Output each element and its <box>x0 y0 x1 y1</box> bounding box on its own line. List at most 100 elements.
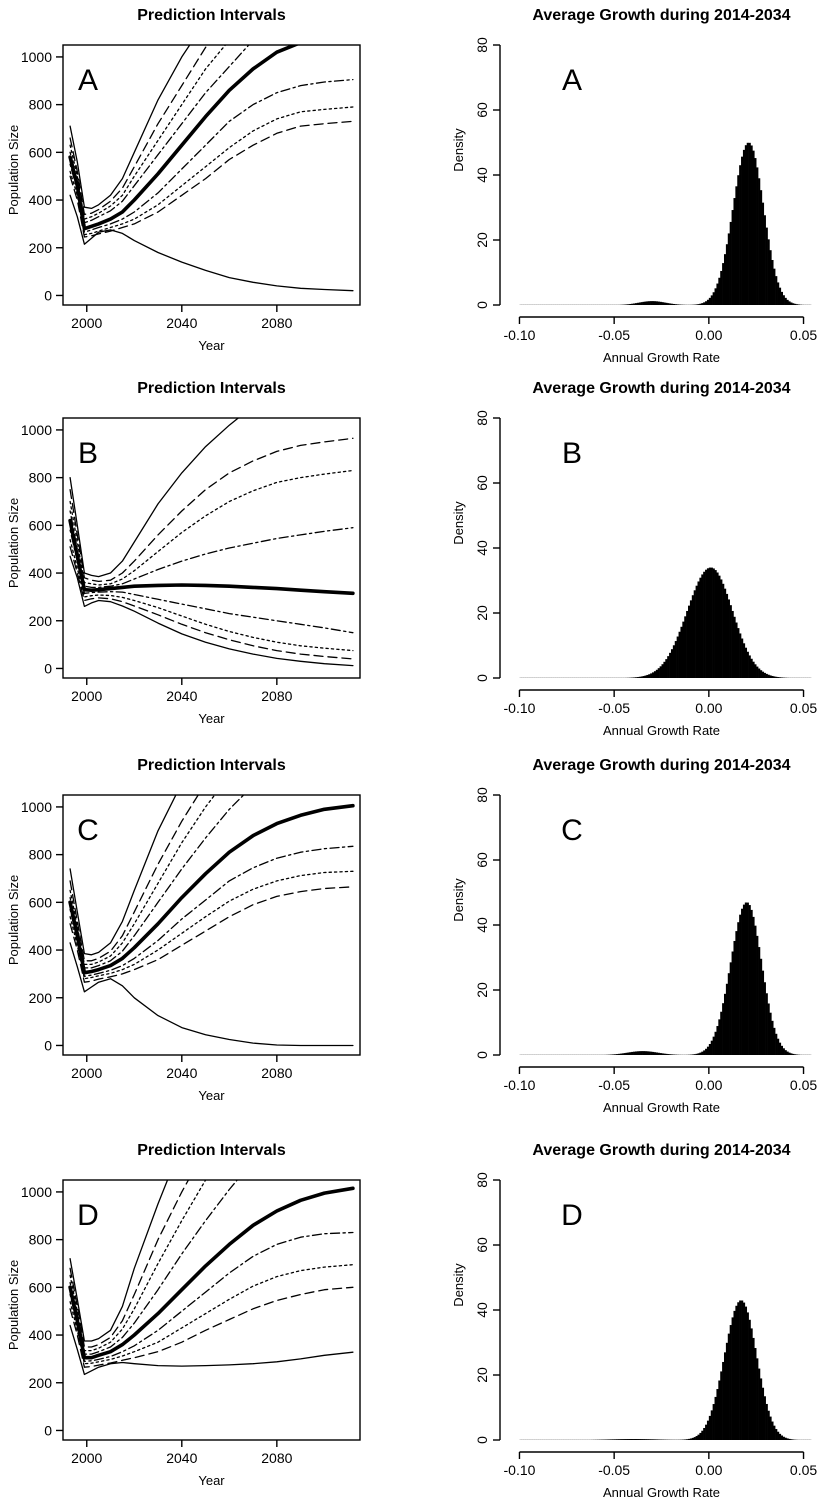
histogram-bar <box>784 1050 787 1055</box>
histogram-bar <box>729 221 732 305</box>
histogram-bar <box>669 652 672 678</box>
histogram-bar <box>650 673 653 678</box>
histogram-bar <box>718 1019 721 1055</box>
y-axis-label: Density <box>451 878 466 922</box>
histogram-bar <box>616 1054 619 1055</box>
histogram-bar <box>642 1051 645 1055</box>
data-layer <box>519 142 812 305</box>
histogram-bar <box>729 962 732 1055</box>
axes: -0.10 -0.05 0.00 0.05 0 20 40 60 80 <box>474 37 817 343</box>
panel-label: A <box>78 64 98 97</box>
histogram-bar <box>695 585 698 678</box>
histogram-bar <box>769 250 772 305</box>
x-tick-label: -0.05 <box>598 1077 630 1093</box>
chart-title: Average Growth during 2014-2034 <box>532 1142 790 1159</box>
histogram-bar <box>623 1053 626 1055</box>
y-tick-label: 40 <box>474 1302 490 1318</box>
histogram-bar <box>640 676 643 678</box>
histogram-bar <box>636 302 640 305</box>
y-tick-label: 1000 <box>21 49 52 65</box>
histogram-bar <box>634 1051 638 1055</box>
y-tick-label: 80 <box>474 787 490 803</box>
histogram-bar <box>727 599 730 678</box>
histogram-bar <box>725 244 729 305</box>
histogram-bar <box>672 645 676 678</box>
histogram-bar <box>710 1410 713 1440</box>
histogram-bar <box>780 1435 783 1440</box>
histogram-bar <box>648 1051 651 1055</box>
data-layer <box>68 45 354 292</box>
histogram-bar <box>667 656 670 678</box>
interval-line-solid-8 <box>69 555 354 667</box>
y-tick-label: 600 <box>29 894 53 910</box>
interval-line-dashed-7 <box>69 886 354 983</box>
histogram-bar <box>750 658 753 678</box>
x-tick-label: 2040 <box>166 315 197 331</box>
histogram-bar <box>731 951 734 1055</box>
histogram-bar <box>708 1044 712 1055</box>
histogram-bar <box>718 575 721 678</box>
histogram-bar <box>663 1053 666 1055</box>
y-axis-label: Density <box>451 128 466 172</box>
histogram-bar <box>693 590 696 678</box>
x-axis-label: Year <box>198 711 225 726</box>
histogram-bar <box>761 202 765 305</box>
histogram-bar <box>653 1052 657 1055</box>
histogram-bar <box>720 1011 723 1055</box>
histogram-bar <box>720 1371 723 1440</box>
histogram-bar <box>786 299 789 305</box>
histogram-bar <box>648 674 651 678</box>
histogram-bar <box>763 982 766 1055</box>
histogram-bar <box>746 651 749 678</box>
histogram-bar <box>778 1433 782 1440</box>
histogram-bar <box>756 666 759 678</box>
histogram-bar <box>735 622 738 678</box>
x-axis-label: Annual Growth Rate <box>603 1485 720 1498</box>
histogram-bar <box>655 669 659 678</box>
histogram-bar <box>716 283 719 305</box>
y-tick-label: 200 <box>29 990 53 1006</box>
histogram-bar <box>686 1439 689 1440</box>
x-axis-label: Annual Growth Rate <box>603 723 720 738</box>
panel-label: C <box>77 814 99 847</box>
histogram-bar <box>644 675 647 678</box>
histogram-bar <box>642 1439 645 1440</box>
histogram-bar <box>682 621 685 678</box>
histogram-bar <box>778 1042 782 1055</box>
histogram-bar <box>652 301 655 305</box>
interval-line-dashed-7 <box>69 120 354 238</box>
interval-line-solid-0 <box>69 795 177 956</box>
interval-line-dotdash-3 <box>69 510 354 589</box>
histogram-bar <box>646 1439 649 1440</box>
x-tick-label: 2000 <box>71 1065 102 1081</box>
x-axis-label: Year <box>198 338 225 353</box>
histogram-bar <box>763 1396 766 1440</box>
histogram-bar <box>695 1053 698 1055</box>
x-tick-label: 2040 <box>166 1450 197 1466</box>
histogram-bar <box>725 1342 729 1440</box>
y-tick-label: 60 <box>474 475 490 491</box>
y-tick-label: 60 <box>474 102 490 118</box>
chart-title: Prediction Intervals <box>137 1142 286 1159</box>
histogram-bar <box>667 1054 670 1055</box>
histogram-bar <box>623 1439 626 1440</box>
histogram-bar <box>775 676 778 678</box>
histogram-bar <box>708 297 712 305</box>
histogram-bar <box>763 215 766 305</box>
histogram-bar <box>748 655 751 678</box>
histogram-bar <box>633 303 636 305</box>
histogram-bar <box>792 1053 795 1055</box>
axes: 2000 2040 2080 0 200 400 600 800 1000 <box>21 49 293 331</box>
histogram-bar <box>714 570 717 678</box>
histogram-bar <box>636 1051 640 1055</box>
histogram-bar <box>655 1439 659 1440</box>
y-tick-label: 400 <box>29 942 53 958</box>
histogram-bar <box>744 145 748 305</box>
histogram-bar <box>777 677 780 678</box>
plot-frame <box>62 1179 361 1441</box>
histogram-bar <box>714 288 717 305</box>
y-axis-label: Density <box>451 501 466 545</box>
histogram-bar <box>708 567 712 678</box>
histogram-bar <box>775 1033 778 1055</box>
histogram-bar <box>722 583 725 678</box>
